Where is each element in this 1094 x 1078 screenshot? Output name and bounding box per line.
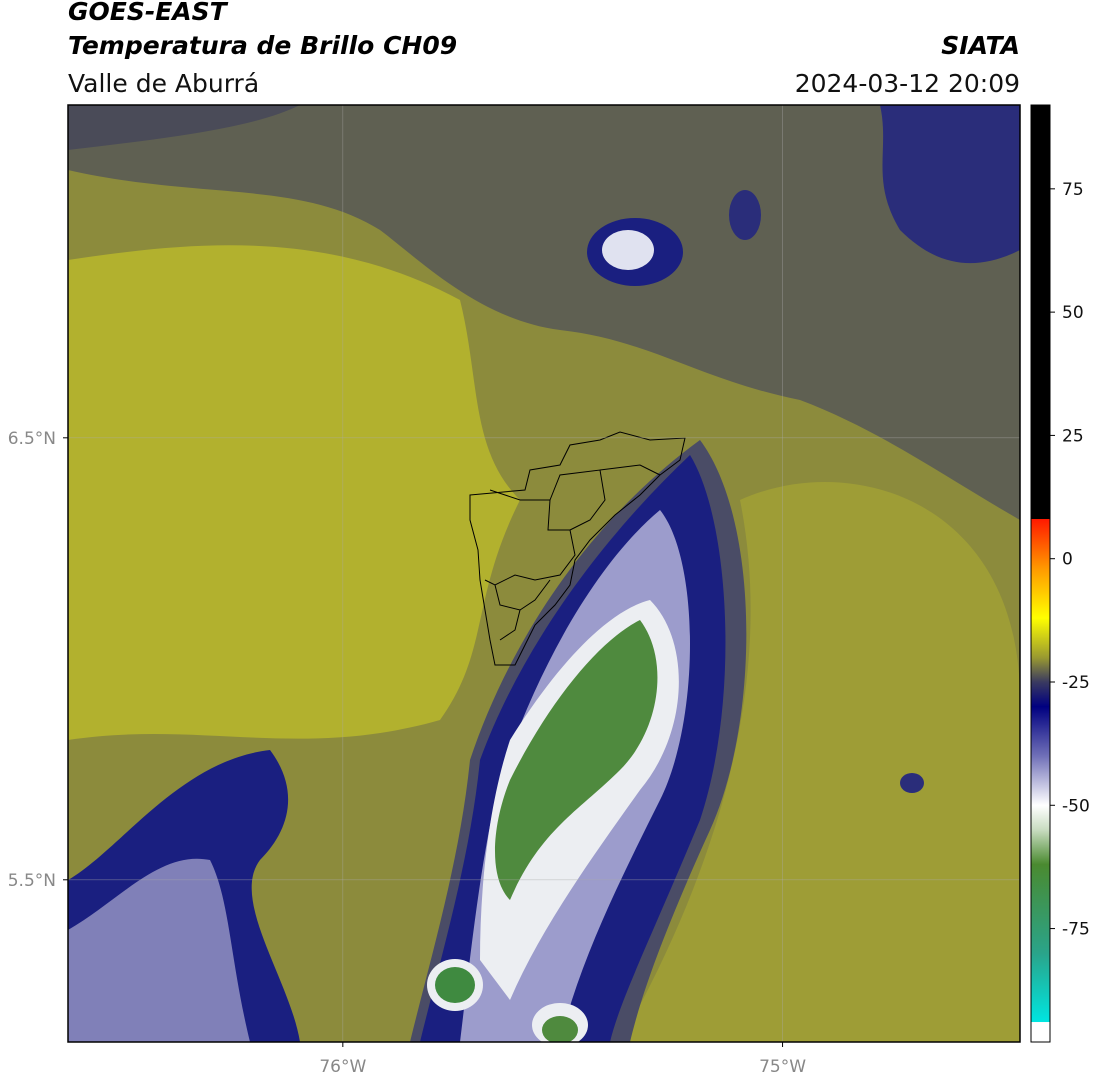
colorbar-tick-label: -50 [1062,796,1090,816]
timestamp: 2024-03-12 20:09 [795,69,1020,98]
y-tick-label: 5.5°N [8,871,56,891]
title: GOES-EAST [68,0,229,26]
colorbar [1030,104,1051,1043]
colorbar-tick-label: 75 [1062,180,1084,200]
map-frame [67,104,1021,1043]
region: Valle de Aburrá [68,69,259,98]
source: SIATA [941,31,1020,60]
subtitle: Temperatura de Brillo CH09 [68,31,457,60]
satellite-image [68,105,1020,1042]
colorbar-tick-label: -25 [1062,673,1090,693]
municipal-boundaries [469,431,686,666]
colorbar-tick-label: -75 [1062,920,1090,940]
colorbar-tick-label: 0 [1062,550,1073,570]
x-tick-label: 76°W [319,1057,366,1077]
y-tick-label: 6.5°N [8,429,56,449]
x-tick-label: 75°W [759,1057,806,1077]
colorbar-tick-label: 25 [1062,426,1084,446]
colorbar-tick-label: 50 [1062,303,1084,323]
